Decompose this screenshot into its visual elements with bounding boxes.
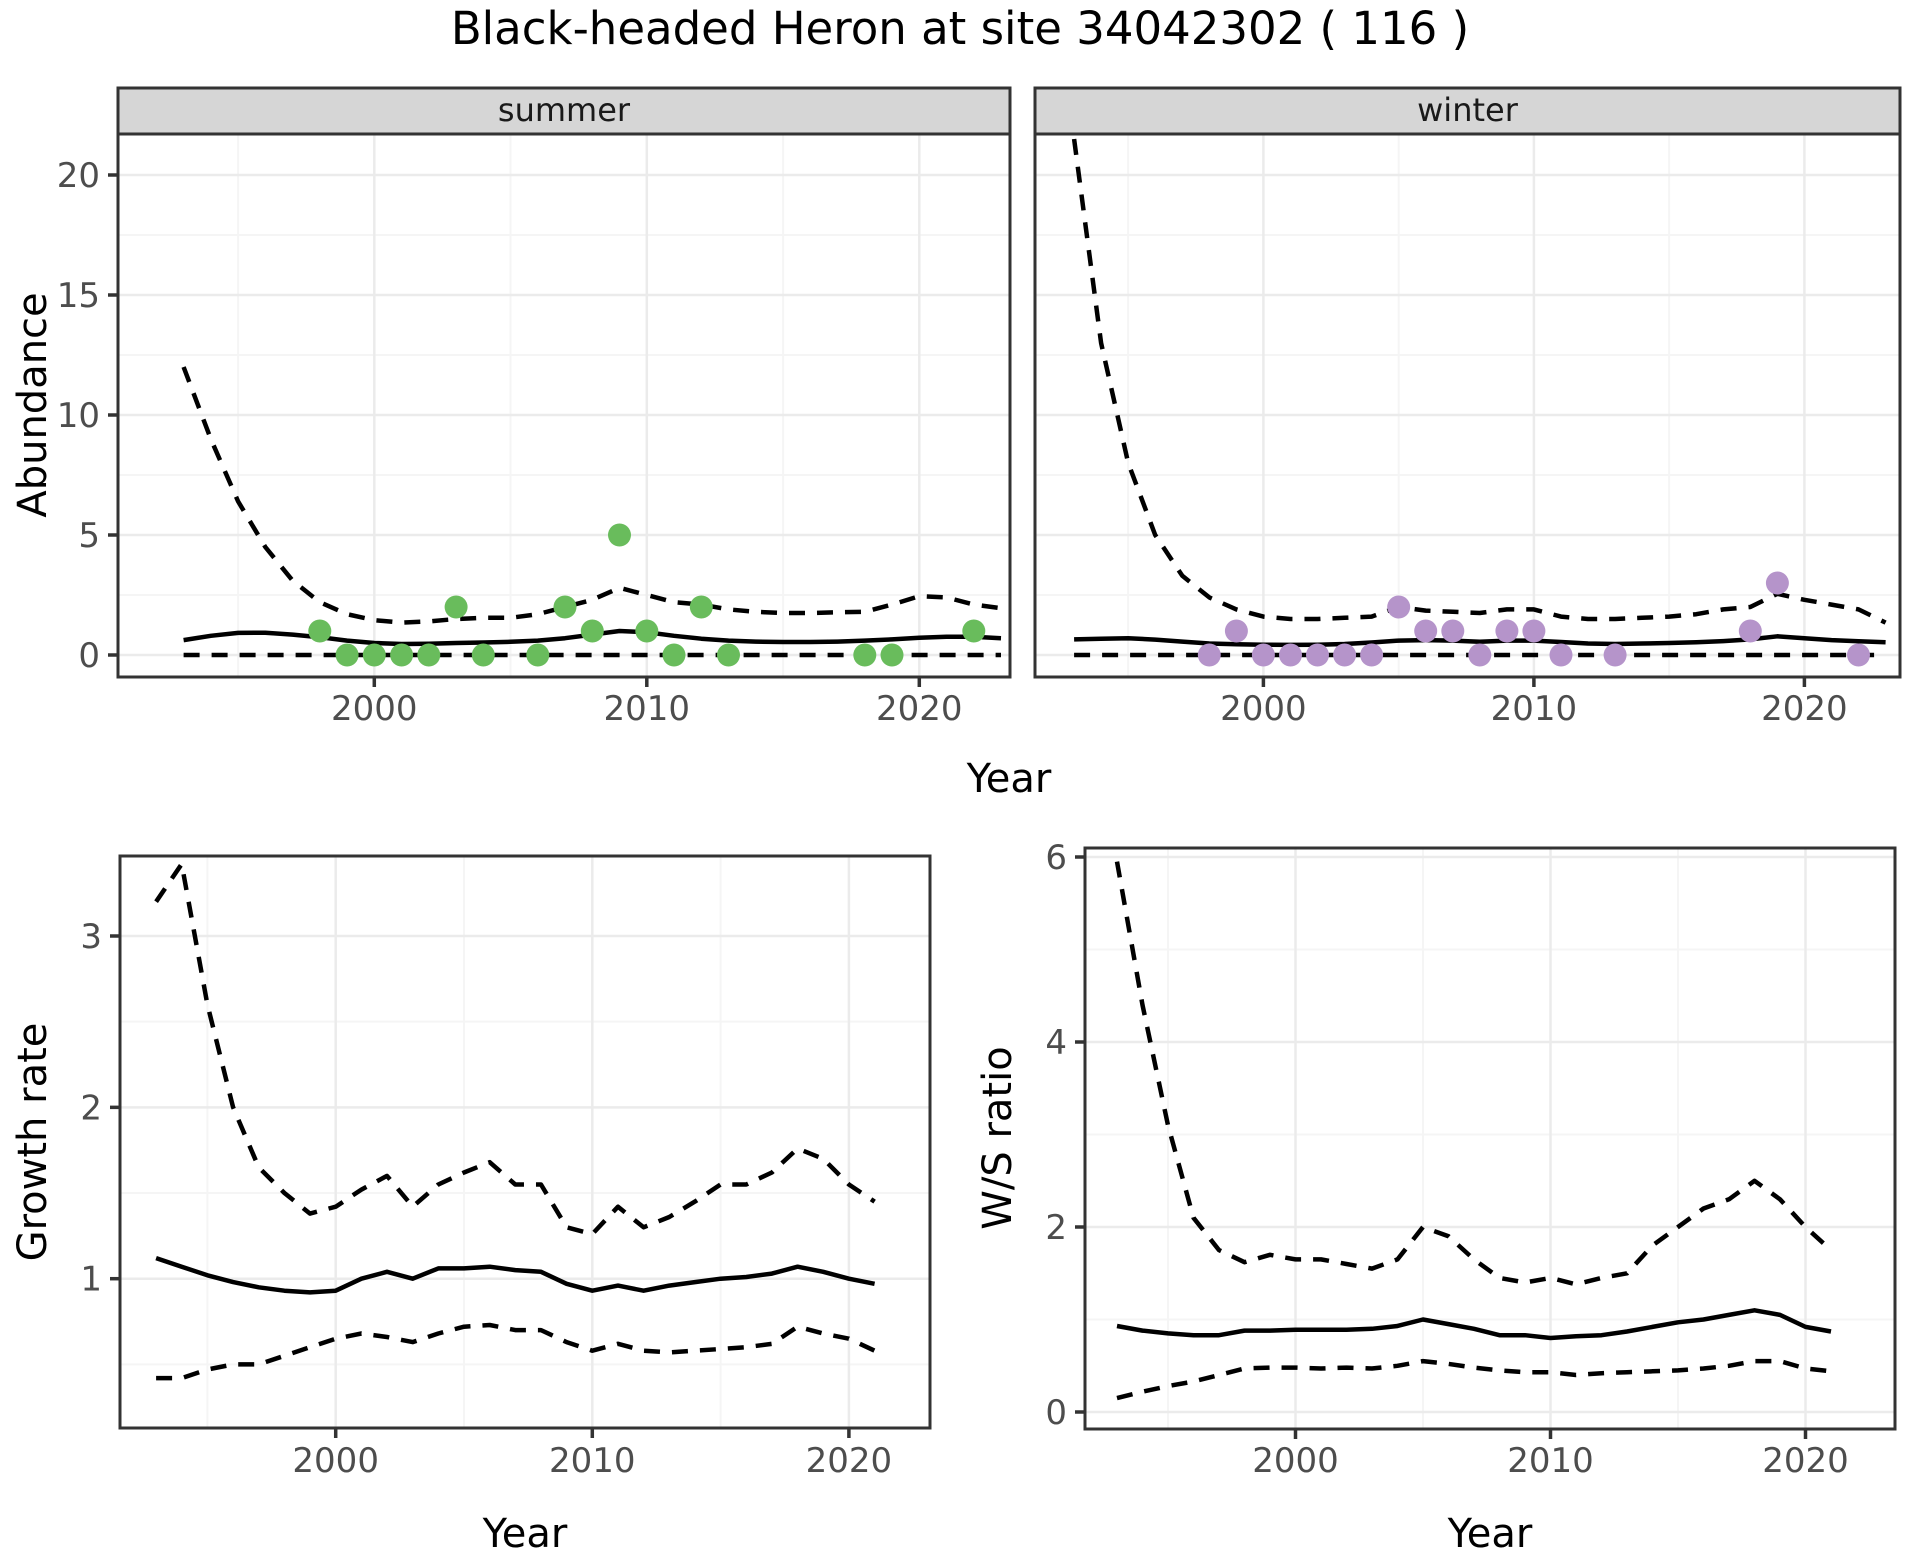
y-tick-label: 4 <box>1045 1023 1067 1063</box>
y-tick-label: 1 <box>80 1260 102 1300</box>
data-point <box>553 595 577 619</box>
data-point <box>662 643 686 667</box>
facet-strip <box>1033 86 1902 136</box>
x-tick-label: 2020 <box>1761 689 1848 729</box>
panel-ws-ratio: 2000 2010 2020 0 2 4 6 W/S ratio Year <box>975 838 1897 1557</box>
upper-ci-line <box>154 861 876 1237</box>
y-tick-label: 0 <box>1045 1393 1067 1433</box>
data-point <box>1603 643 1627 667</box>
y-axis-title: W/S ratio <box>975 1046 1021 1229</box>
data-point <box>1251 643 1275 667</box>
data-point <box>1738 619 1762 643</box>
data-point <box>635 619 659 643</box>
data-point <box>689 595 713 619</box>
x-tick-label: 2020 <box>1762 1441 1849 1481</box>
facet-label: summer <box>498 91 631 129</box>
y-tick-label: 2 <box>1045 1208 1067 1248</box>
x-tick-label: 2020 <box>876 689 963 729</box>
panel-background <box>1035 134 1900 677</box>
panel-abundance-summer: summer 2000 2010 2020 0 5 10 15 20 Abundance <box>10 86 1012 729</box>
data-point <box>1387 595 1411 619</box>
data-point <box>1495 619 1519 643</box>
data-point <box>1333 643 1357 667</box>
data-point <box>444 595 468 619</box>
x-tick-label: 2000 <box>292 1441 379 1481</box>
data-point <box>853 643 877 667</box>
facet-label: winter <box>1417 91 1519 129</box>
y-tick-label: 2 <box>80 1088 102 1128</box>
y-tick-label: 20 <box>57 156 100 196</box>
facet-strip <box>116 86 1012 136</box>
panel-background <box>118 134 1010 677</box>
y-tick-label: 6 <box>1045 838 1067 878</box>
y-tick-label: 0 <box>78 636 100 676</box>
x-tick-label: 2020 <box>806 1441 893 1481</box>
lower-ci-line <box>1116 1358 1832 1401</box>
y-tick-label: 15 <box>57 276 100 316</box>
x-tick-label: 2000 <box>1252 1441 1339 1481</box>
data-point <box>1360 643 1384 667</box>
data-point <box>1441 619 1465 643</box>
data-point <box>335 643 359 667</box>
panel-border <box>118 854 932 1430</box>
data-point <box>608 523 631 547</box>
x-axis-title: Year <box>482 1511 568 1557</box>
panel-abundance-winter: winter 2000 2010 2020 <box>1033 86 1902 729</box>
y-axis-title: Abundance <box>10 292 56 517</box>
data-point <box>1468 643 1492 667</box>
data-point <box>308 619 332 643</box>
chart-title: Black-headed Heron at site 34042302 ( 11… <box>451 2 1469 55</box>
panel-border <box>1083 846 1897 1431</box>
x-tick-label: 2010 <box>1507 1441 1594 1481</box>
data-point <box>1549 643 1573 667</box>
data-point <box>417 643 441 667</box>
data-point <box>717 643 740 667</box>
x-axis-title: Year <box>1447 1511 1533 1557</box>
data-point <box>962 619 986 643</box>
data-point <box>390 643 414 667</box>
median-line <box>155 1255 876 1295</box>
data-point <box>1306 643 1329 667</box>
data-point <box>1197 643 1221 667</box>
data-point <box>1847 643 1870 667</box>
data-point <box>1765 571 1789 595</box>
lower-ci-line <box>156 1322 876 1381</box>
x-tick-label: 2010 <box>1491 689 1578 729</box>
x-tick-label: 2000 <box>331 689 418 729</box>
panel-background <box>1085 848 1895 1429</box>
y-tick-label: 5 <box>78 516 100 556</box>
y-tick-label: 3 <box>80 917 102 957</box>
upper-ci-line <box>1114 861 1833 1287</box>
data-point <box>1522 619 1546 643</box>
data-point <box>580 619 604 643</box>
data-point <box>1224 619 1248 643</box>
x-tick-label: 2010 <box>604 689 691 729</box>
data-point <box>1279 643 1302 667</box>
x-tick-label: 2000 <box>1220 689 1307 729</box>
y-tick-label: 10 <box>57 396 100 436</box>
x-tick-label: 2010 <box>549 1441 636 1481</box>
upper-ci-line <box>1071 138 1887 625</box>
data-point <box>526 643 550 667</box>
data-point <box>362 643 386 667</box>
median-line <box>1116 1308 1832 1341</box>
shared-x-axis-title: Year <box>966 756 1052 802</box>
y-axis-title: Growth rate <box>10 1023 56 1262</box>
panel-background <box>120 856 930 1428</box>
data-point <box>1414 619 1438 643</box>
panel-growth-rate: 2000 2010 2020 1 2 3 Growth rate Year <box>10 854 932 1557</box>
data-point <box>880 643 904 667</box>
data-point <box>471 643 495 667</box>
